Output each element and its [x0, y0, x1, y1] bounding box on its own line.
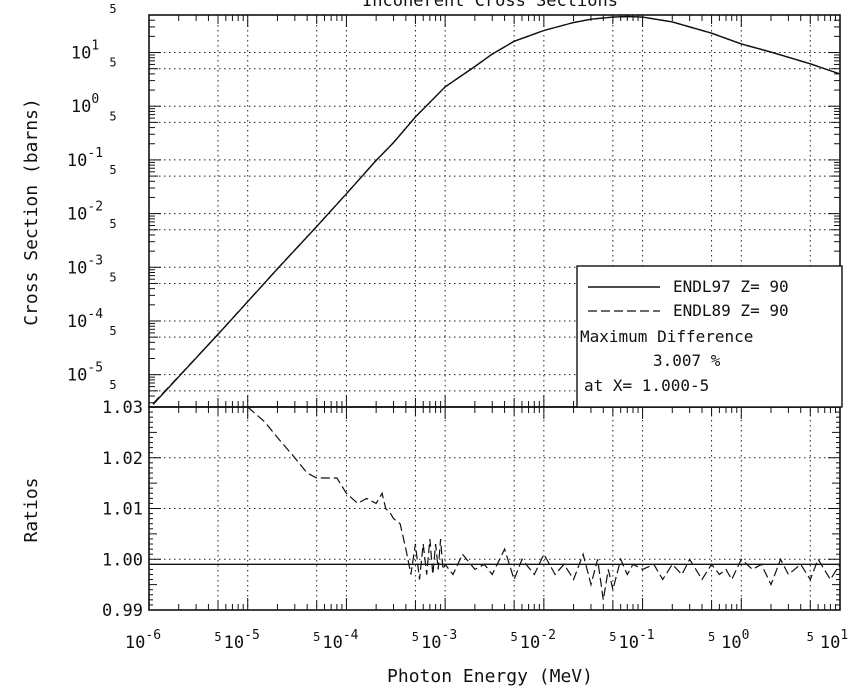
tick-labels: 10-6 5 10-5 5 10-4 5 10-3 5 10-2 5 10-1 5 100 5 101101…: [67, 2, 848, 653]
series-endl89-ratio: [247, 406, 841, 600]
y-tick-label-bottom: 1.01: [102, 500, 143, 520]
y-tick-label-bottom: 1.03: [102, 398, 143, 418]
x-minor-tick-label: 5: [313, 630, 320, 644]
x-tick-label: 10-6: [125, 628, 161, 653]
series-endl97-cross-section: [152, 15, 841, 405]
y-tick-label-top: 10-1: [67, 146, 103, 171]
y-tick-label-top: 101: [71, 39, 99, 64]
legend-note-at-x: at X= 1.000-5: [584, 376, 709, 395]
data-series: [149, 15, 841, 600]
y-minor-tick-label-top: 5: [109, 56, 116, 70]
x-tick-label: 101: [820, 628, 848, 653]
x-minor-tick-label: 5: [807, 630, 814, 644]
x-axis-label: Photon Energy (MeV): [387, 666, 593, 687]
legend-label-endl97: ENDL97 Z= 90: [673, 277, 789, 296]
chart-title: Incoherent Cross Sections: [362, 0, 618, 11]
x-minor-tick-label: 5: [708, 630, 715, 644]
y-axis-label-cross-section: Cross Section (barns): [21, 98, 42, 326]
y-minor-tick-label-top: 5: [109, 2, 116, 16]
y-tick-label-top: 10-2: [67, 200, 103, 225]
legend-note-max-difference: Maximum Difference: [580, 327, 753, 346]
y-tick-label-bottom: 1.00: [102, 550, 143, 570]
x-tick-label: 10-5: [224, 628, 260, 653]
legend-label-endl89: ENDL89 Z= 90: [673, 301, 789, 320]
x-tick-label: 10-3: [421, 628, 457, 653]
x-minor-tick-label: 5: [412, 630, 419, 644]
x-tick-label: 100: [721, 628, 749, 653]
y-axis-label-ratios: Ratios: [21, 477, 42, 542]
y-minor-tick-label-top: 5: [109, 324, 116, 338]
x-tick-label: 10-4: [322, 628, 358, 653]
y-minor-tick-label-top: 5: [109, 217, 116, 231]
x-minor-tick-label: 5: [214, 630, 221, 644]
x-minor-tick-label: 5: [511, 630, 518, 644]
y-tick-label-bottom: 1.02: [102, 449, 143, 469]
y-tick-label-top: 10-4: [67, 307, 103, 332]
y-minor-tick-label-top: 5: [109, 270, 116, 284]
legend-box: [576, 265, 843, 408]
y-tick-label-bottom: 0.99: [102, 601, 143, 621]
y-tick-label-top: 100: [71, 92, 99, 117]
y-minor-tick-label-top: 5: [109, 378, 116, 392]
y-minor-tick-label-top: 5: [109, 109, 116, 123]
legend-note-percent: 3.007 %: [653, 351, 721, 370]
y-tick-label-top: 10-3: [67, 253, 103, 278]
y-tick-label-top: 10-5: [67, 361, 103, 386]
x-tick-label: 10-2: [520, 628, 556, 653]
x-minor-tick-label: 5: [609, 630, 616, 644]
x-tick-label: 10-1: [619, 628, 655, 653]
legend: ENDL97 Z= 90 ENDL89 Z= 90 Maximum Differ…: [576, 265, 843, 408]
y-minor-tick-label-top: 5: [109, 163, 116, 177]
